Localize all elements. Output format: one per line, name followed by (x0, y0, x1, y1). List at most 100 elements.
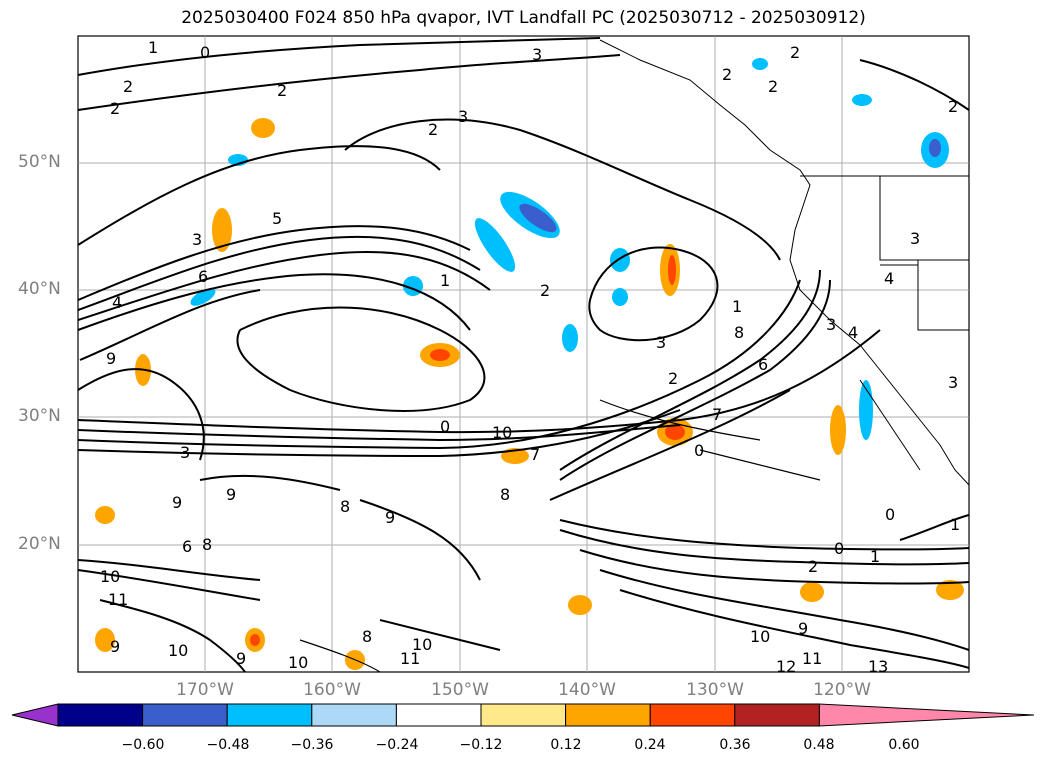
lon-label: 160°W (303, 680, 361, 700)
contour-label: 2 (110, 99, 120, 118)
contour-label: 3 (532, 45, 542, 64)
colorbar-tick: 0.12 (550, 737, 582, 753)
plot-frame (77, 35, 970, 673)
colorbar-segment (395, 703, 482, 727)
colorbar-tick: 0.36 (719, 737, 751, 753)
contour-label: 8 (340, 497, 350, 516)
colorbar-tick: 0.60 (888, 737, 920, 753)
lon-label: 130°W (686, 680, 744, 700)
contour-label: 2 (722, 65, 732, 84)
colorbar-tick: −0.48 (206, 737, 250, 753)
map-title: 2025030400 F024 850 hPa qvapor, IVT Land… (181, 8, 866, 28)
colorbar-extend-left (11, 703, 59, 727)
contour-label: 3 (458, 107, 468, 126)
lat-label: 30°N (18, 406, 61, 426)
contour-label: 9 (798, 619, 808, 638)
colorbar-segment (311, 703, 397, 727)
contour-label: 9 (236, 649, 246, 668)
contour-label: 12 (776, 657, 796, 676)
contour-label: 1 (950, 515, 960, 534)
contour-label: 2 (948, 97, 958, 116)
contour-label: 9 (110, 637, 120, 656)
contour-label: 10 (100, 567, 120, 586)
colorbar-tick: −0.12 (459, 737, 503, 753)
colorbar-tick: −0.60 (121, 737, 165, 753)
colorbar-tick: −0.36 (290, 737, 334, 753)
lat-label: 50°N (18, 152, 61, 172)
colorbar-extend-right (818, 703, 1035, 727)
contour-label: 2 (123, 77, 133, 96)
contour-label: 6 (198, 267, 208, 286)
contour-label: 2 (768, 77, 778, 96)
contour-label: 10 (288, 653, 308, 672)
contour-label: 1 (870, 547, 880, 566)
contour-label: 9 (226, 485, 236, 504)
coastlines (599, 39, 970, 486)
colorbar-segment (480, 703, 567, 727)
contour-label: 4 (884, 269, 894, 288)
contour-label: 8 (734, 323, 744, 342)
contour-label: 3 (192, 230, 202, 249)
contour-label: 2 (277, 81, 287, 100)
contour-label: 0 (834, 539, 844, 558)
colorbar-segment (649, 703, 736, 727)
contour-label: 1 (148, 38, 158, 57)
contour-label: 9 (106, 349, 116, 368)
contour-label: 2 (668, 369, 678, 388)
contour-label: 9 (385, 508, 395, 527)
contour-label: 8 (362, 627, 372, 646)
contour-label: 2 (790, 43, 800, 62)
contour-label: 11 (108, 590, 128, 609)
contour-label: 6 (182, 537, 192, 556)
contour-label: 3 (656, 333, 666, 352)
contour-label: 1 (440, 271, 450, 290)
contour-label: 0 (200, 43, 210, 62)
colorbar-segment (226, 703, 313, 727)
colorbar-tick: −0.24 (375, 737, 419, 753)
contour-label: 0 (885, 505, 895, 524)
contour-label: 2 (540, 281, 550, 300)
colorbar-segment (565, 703, 651, 727)
contour-label: 6 (758, 355, 768, 374)
colorbar-segment (57, 703, 144, 727)
contour-label: 7 (712, 405, 722, 424)
contour-label: 11 (400, 649, 420, 668)
contour-label: 4 (112, 293, 122, 312)
contour-label: 10 (750, 627, 770, 646)
colorbar-tick: 0.48 (803, 737, 835, 753)
lon-label: 140°W (558, 680, 616, 700)
contour-label: 13 (868, 657, 888, 676)
gridlines (78, 36, 969, 672)
contour-label: 2 (428, 120, 438, 139)
contour-label: 11 (802, 649, 822, 668)
colorbar (11, 703, 1035, 727)
contour-label: 3 (948, 373, 958, 392)
contour-label: 9 (172, 493, 182, 512)
contour-label: 8 (500, 485, 510, 504)
lon-label: 170°W (176, 680, 234, 700)
contour-label: 0 (694, 441, 704, 460)
contour-label: 0 (440, 417, 450, 436)
contour-label: 10 (168, 641, 188, 660)
contour-label: 5 (272, 209, 282, 228)
lon-label: 120°W (813, 680, 871, 700)
contour-label: 8 (202, 535, 212, 554)
contour-label: 3 (910, 229, 920, 248)
contour-lines-thin (299, 399, 821, 673)
contour-labels: 1 0 2 2 3 2 2 2 2 3 2 2 3 5 6 4 1 2 3 4 … (100, 38, 960, 676)
lat-label: 40°N (18, 279, 61, 299)
contour-label: 7 (530, 445, 540, 464)
contour-lines (77, 37, 970, 673)
contour-label: 4 (848, 323, 858, 342)
lon-label: 150°W (431, 680, 489, 700)
contour-label: 2 (808, 557, 818, 576)
lat-label: 20°N (18, 534, 61, 554)
colorbar-tick: 0.24 (634, 737, 666, 753)
contour-label: 10 (412, 635, 432, 654)
colorbar-segment (734, 703, 820, 727)
contour-label: 3 (180, 443, 190, 462)
contour-label: 1 (732, 297, 742, 316)
contour-label: 3 (826, 315, 836, 334)
contour-label: 10 (492, 423, 512, 442)
